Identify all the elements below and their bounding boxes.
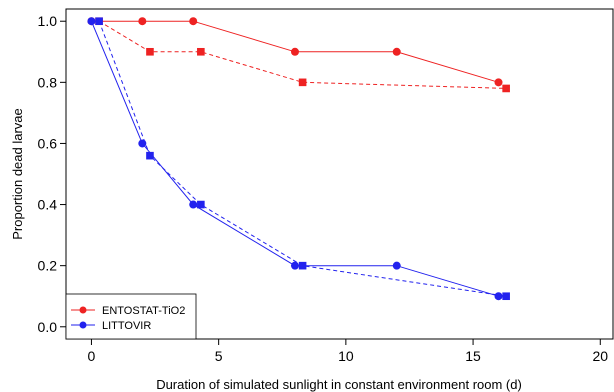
point-s2-4 xyxy=(392,261,401,270)
y-axis: 0.0 0.2 0.4 0.6 0.8 1.0 xyxy=(38,13,66,335)
x-tick-label-3: 15 xyxy=(465,348,481,364)
y-tick-label-0: 0.0 xyxy=(38,319,58,335)
legend-label-1: LITTOVIR xyxy=(102,320,151,332)
point-s1-1 xyxy=(146,47,154,56)
point-s2-2 xyxy=(189,200,198,209)
point-s3-4 xyxy=(502,292,510,301)
point-s2-3 xyxy=(290,261,299,270)
point-s3-2 xyxy=(197,200,205,209)
point-s1-2 xyxy=(197,47,205,56)
point-s0-3 xyxy=(290,47,299,56)
point-s2-1 xyxy=(138,139,147,148)
x-axis-title: Duration of simulated sunlight in consta… xyxy=(156,377,522,392)
x-tick-label-0: 0 xyxy=(88,348,96,364)
series-line-3 xyxy=(98,21,507,297)
point-s3-1 xyxy=(146,151,154,160)
point-s2-0 xyxy=(87,17,96,26)
y-tick-label-1: 0.2 xyxy=(38,258,58,274)
point-s0-5 xyxy=(494,78,503,87)
y-tick-label-4: 0.8 xyxy=(38,74,58,90)
series-layer xyxy=(87,17,510,301)
legend-marker-1 xyxy=(79,321,87,329)
point-s3-3 xyxy=(298,261,307,270)
series-line-1 xyxy=(98,20,507,89)
y-tick-label-5: 1.0 xyxy=(38,13,58,29)
y-tick-label-2: 0.4 xyxy=(38,197,58,213)
series-line-2 xyxy=(90,21,499,297)
x-tick-label-2: 10 xyxy=(338,348,354,364)
point-s1-4 xyxy=(502,84,510,93)
point-s0-4 xyxy=(392,47,401,56)
legend-box xyxy=(65,293,197,340)
plot-frame xyxy=(65,8,614,340)
x-axis: 0 5 10 15 20 xyxy=(88,339,608,364)
x-tick-label-1: 5 xyxy=(215,348,223,364)
point-s2-5 xyxy=(494,292,503,301)
y-tick-label-3: 0.6 xyxy=(38,135,58,151)
point-s0-1 xyxy=(138,17,147,26)
series-line-0 xyxy=(91,20,499,83)
y-axis-title: Proportion dead larvae xyxy=(10,108,25,240)
legend: ENTOSTAT-TiO2 LITTOVIR xyxy=(65,293,197,340)
point-s3-0 xyxy=(95,17,103,26)
legend-label-0: ENTOSTAT-TiO2 xyxy=(102,305,185,317)
legend-marker-0 xyxy=(79,306,87,314)
point-s0-2 xyxy=(189,17,198,26)
point-s1-3 xyxy=(298,78,307,87)
x-tick-label-4: 20 xyxy=(592,348,608,364)
